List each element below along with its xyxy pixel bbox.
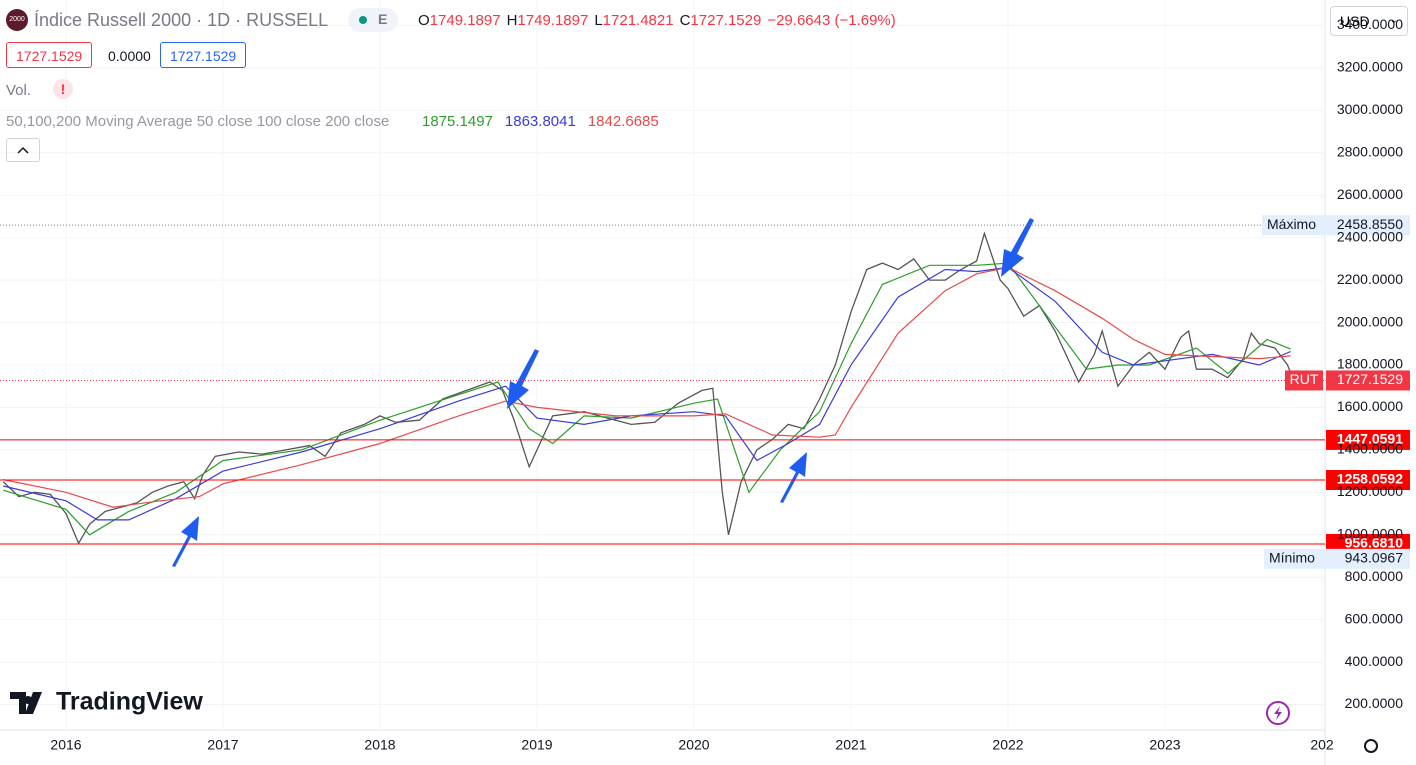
x-tick-label: 2019 <box>521 737 552 753</box>
y-tick-label: 2200.0000 <box>1337 271 1403 287</box>
logo: TradingView <box>10 688 203 716</box>
y-tick-label: 800.0000 <box>1345 568 1404 584</box>
last-price-name: RUT <box>1290 371 1319 387</box>
arrow <box>507 349 539 409</box>
y-tick-label: 3200.0000 <box>1337 59 1403 75</box>
y-tick-label: 3400.0000 <box>1337 16 1403 32</box>
dropdown-caret: ⌄ <box>1389 15 1398 26</box>
price-line <box>2 231 1295 545</box>
level-label-box <box>1326 429 1410 450</box>
arrow <box>172 516 199 567</box>
indicator-values: 1875.1497 1863.8041 1842.6685 <box>422 113 671 130</box>
ohlc-key: H <box>506 12 518 29</box>
currency-select[interactable]: USD ⌄ <box>1330 6 1408 36</box>
x-tick-label: 2020 <box>678 737 709 753</box>
ohlc-value: 1749.1897 <box>517 12 589 29</box>
y-tick-label: 1000.0000 <box>1337 525 1403 541</box>
ohlc-value: 1727.1529 <box>690 12 762 29</box>
ohlc-key: C <box>679 12 691 29</box>
y-tick-label: 1800.0000 <box>1337 356 1403 372</box>
x-tick-label: 202 <box>1310 737 1334 753</box>
y-tick-label: 400.0000 <box>1345 653 1404 669</box>
indicator-value: 1863.8041 <box>504 113 576 130</box>
level-label: 1447.0591 <box>1337 431 1403 447</box>
y-tick-label: 1600.0000 <box>1337 398 1403 414</box>
logo-mark <box>10 692 42 714</box>
sell-price[interactable]: 1727.1529 <box>6 42 93 68</box>
currency: USD <box>1340 13 1370 29</box>
volume-alert[interactable]: ! <box>53 79 73 99</box>
arrow <box>1001 218 1034 277</box>
min-label: Mínimo <box>1269 550 1315 566</box>
x-tick-label: 2016 <box>50 737 81 753</box>
last-price-box <box>1326 370 1410 391</box>
y-tick-label: 200.0000 <box>1345 695 1404 711</box>
x-tick-label: 2018 <box>364 737 395 753</box>
plot <box>2 231 1295 545</box>
indicator-value: 1842.6685 <box>587 113 659 130</box>
volume-label: Vol. <box>6 82 32 99</box>
x-tick-label: 2017 <box>207 737 238 753</box>
settings-button[interactable] <box>1364 739 1378 753</box>
status-pill: E <box>348 8 398 32</box>
x-tick-label: 2021 <box>835 737 866 753</box>
y-tick-label: 2600.0000 <box>1337 186 1403 202</box>
y-tick-label: 2000.0000 <box>1337 313 1403 329</box>
arrows <box>172 218 1034 567</box>
status-dot <box>359 16 367 24</box>
price-line <box>3 262 1291 536</box>
y-tick-label: 1200.0000 <box>1337 483 1403 499</box>
x-tick-label: 2023 <box>1149 737 1180 753</box>
ohlc-value: 1721.4821 <box>602 12 674 29</box>
arrow <box>780 452 807 503</box>
indicator-value: 1875.1497 <box>422 113 493 130</box>
level-label: 956.6810 <box>1345 535 1404 551</box>
min-box <box>1264 548 1410 569</box>
level-label: 1258.0592 <box>1337 471 1403 487</box>
last-price-tag <box>1285 370 1323 391</box>
collapse-button[interactable] <box>6 138 40 162</box>
max-label: Máximo <box>1267 216 1316 232</box>
indicator-label: 50,100,200 Moving Average 50 close 100 c… <box>6 113 390 130</box>
min-value: 943.0967 <box>1345 550 1404 566</box>
lightning-icon <box>1274 706 1282 720</box>
overlay: 1447.0591 1258.0592 956.6810 Máximo 2458.855… <box>0 215 1410 569</box>
level-label-box <box>1326 470 1410 491</box>
price-line <box>3 266 1291 508</box>
change: −29.6643 (−1.69%) <box>767 12 896 29</box>
chevron <box>17 146 29 154</box>
price-line <box>3 266 1291 521</box>
last-price-value: 1727.1529 <box>1337 371 1403 387</box>
x-tick-label: 2022 <box>992 737 1023 753</box>
buy-price[interactable]: 1727.1529 <box>160 42 247 68</box>
ohlc-key: O <box>418 12 430 29</box>
badge: E <box>378 11 388 27</box>
ohlc-value: 1749.1897 <box>429 12 501 29</box>
symbol-icon: 2000 <box>6 9 28 31</box>
ohlc: O1749.1897 H1749.1897 L1721.4821 C1727.1529… <box>418 12 896 29</box>
y-tick-label: 2400.0000 <box>1337 228 1403 244</box>
max-value: 2458.8550 <box>1337 216 1403 232</box>
chevron-path <box>17 146 29 154</box>
y-tick-label: 3000.0000 <box>1337 101 1403 117</box>
y-tick-label: 2800.0000 <box>1337 143 1403 159</box>
max-box <box>1262 215 1410 236</box>
ohlc-key: L <box>594 12 603 29</box>
lightning-button[interactable] <box>1266 701 1290 725</box>
logo-text: TradingView <box>56 688 203 716</box>
spread: 0.0000 <box>108 48 151 64</box>
symbol-title[interactable]: Índice Russell 2000 · 1D · RUSSELL <box>34 10 329 30</box>
y-tick-label: 1400.0000 <box>1337 441 1403 457</box>
y-tick-label: 600.0000 <box>1345 610 1404 626</box>
